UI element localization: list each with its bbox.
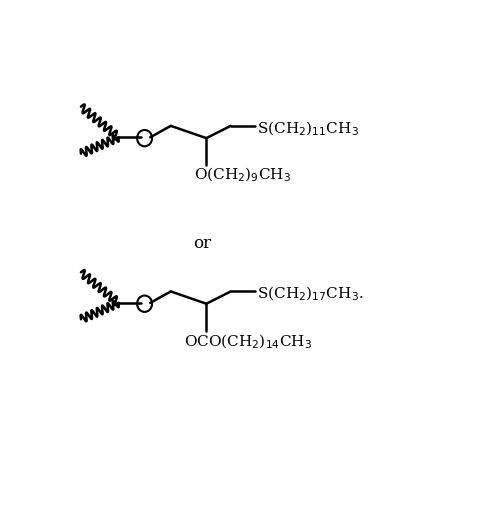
Text: OCO(CH$_2$)$_{14}$CH$_3$: OCO(CH$_2$)$_{14}$CH$_3$ xyxy=(184,332,312,351)
Text: O(CH$_2$)$_9$CH$_3$: O(CH$_2$)$_9$CH$_3$ xyxy=(194,166,292,184)
Text: or: or xyxy=(194,235,212,252)
Text: S(CH$_2$)$_{17}$CH$_3$.: S(CH$_2$)$_{17}$CH$_3$. xyxy=(257,285,364,303)
Text: S(CH$_2$)$_{11}$CH$_3$: S(CH$_2$)$_{11}$CH$_3$ xyxy=(257,119,359,138)
